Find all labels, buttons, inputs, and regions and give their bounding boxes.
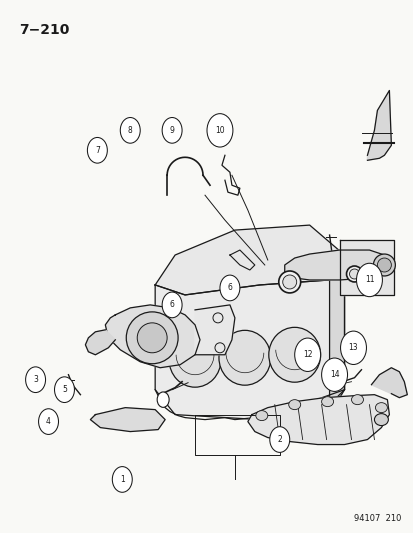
Ellipse shape (268, 327, 320, 382)
Text: 94107  210: 94107 210 (353, 514, 400, 523)
Text: 13: 13 (348, 343, 358, 352)
Text: 4: 4 (46, 417, 51, 426)
Text: 9: 9 (169, 126, 174, 135)
Text: 7: 7 (95, 146, 100, 155)
Circle shape (38, 409, 58, 434)
Text: 5: 5 (62, 385, 67, 394)
Text: 11: 11 (364, 276, 373, 285)
Circle shape (206, 114, 233, 147)
Text: 7−210: 7−210 (19, 22, 69, 37)
Circle shape (356, 263, 382, 297)
Text: 10: 10 (215, 126, 224, 135)
Circle shape (162, 117, 182, 143)
Ellipse shape (373, 254, 394, 276)
Ellipse shape (351, 394, 363, 405)
Polygon shape (367, 91, 390, 160)
Polygon shape (247, 394, 389, 445)
Circle shape (340, 331, 366, 365)
Text: 12: 12 (302, 350, 312, 359)
Polygon shape (339, 240, 394, 295)
Polygon shape (370, 368, 406, 398)
Ellipse shape (346, 266, 362, 282)
Circle shape (87, 138, 107, 163)
Circle shape (269, 427, 289, 453)
Polygon shape (85, 330, 115, 355)
Circle shape (219, 275, 239, 301)
Ellipse shape (288, 400, 300, 410)
Ellipse shape (377, 258, 390, 272)
Polygon shape (155, 225, 344, 295)
Ellipse shape (321, 397, 333, 407)
Text: 6: 6 (227, 284, 232, 293)
Ellipse shape (375, 402, 387, 413)
Polygon shape (90, 408, 165, 432)
Text: 1: 1 (120, 475, 124, 484)
Ellipse shape (373, 414, 387, 425)
Ellipse shape (218, 330, 270, 385)
Circle shape (26, 367, 45, 392)
Ellipse shape (255, 410, 267, 421)
Circle shape (321, 358, 347, 391)
Ellipse shape (169, 333, 221, 387)
Polygon shape (329, 255, 344, 415)
Text: 14: 14 (329, 370, 339, 379)
Polygon shape (284, 250, 389, 280)
Circle shape (120, 117, 140, 143)
Text: 8: 8 (128, 126, 132, 135)
Ellipse shape (126, 312, 178, 364)
Ellipse shape (282, 275, 296, 289)
Polygon shape (195, 305, 234, 355)
Circle shape (157, 392, 169, 407)
Text: 6: 6 (169, 301, 174, 309)
Polygon shape (105, 305, 199, 368)
Ellipse shape (137, 323, 167, 353)
Circle shape (55, 377, 74, 402)
Text: 2: 2 (277, 435, 281, 444)
Circle shape (294, 338, 320, 372)
Polygon shape (155, 255, 344, 419)
Text: 3: 3 (33, 375, 38, 384)
Circle shape (162, 292, 182, 318)
Ellipse shape (349, 269, 358, 279)
Circle shape (112, 466, 132, 492)
Ellipse shape (278, 271, 300, 293)
